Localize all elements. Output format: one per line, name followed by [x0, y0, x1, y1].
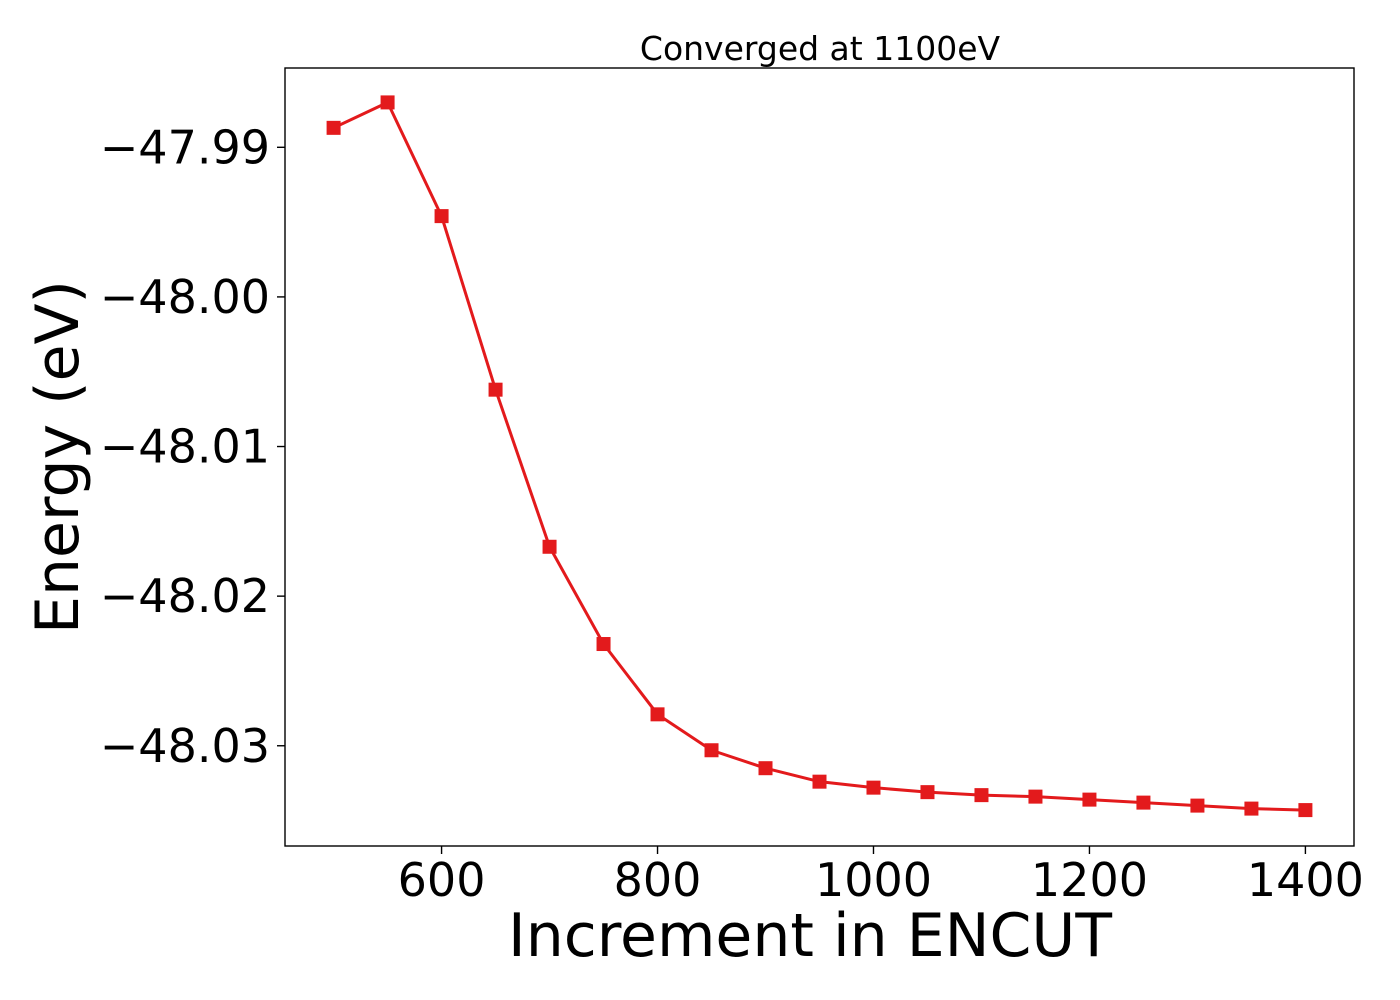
- y-tick-label: −48.01: [100, 420, 270, 474]
- data-point-marker: [650, 707, 665, 722]
- x-tick-label: 1400: [1247, 853, 1364, 907]
- data-point-marker: [758, 761, 773, 776]
- data-point-marker: [380, 95, 395, 110]
- y-tick-label: −48.00: [100, 270, 270, 324]
- y-tick-label: −47.99: [100, 120, 270, 174]
- x-tick-label: 1200: [1031, 853, 1148, 907]
- y-axis-ticks: −47.99 −48.00 −48.01 −48.02 −48.03: [100, 120, 285, 773]
- plot-series: [326, 95, 1313, 818]
- data-point-marker: [866, 780, 881, 795]
- data-point-marker: [434, 209, 449, 224]
- data-point-marker: [1298, 803, 1313, 818]
- y-tick-label: −48.03: [100, 719, 270, 773]
- data-point-marker: [596, 637, 611, 652]
- data-point-marker: [1136, 795, 1151, 810]
- plot-frame: [284, 67, 1355, 847]
- data-point-marker: [1082, 792, 1097, 807]
- x-axis-label: Increment in ENCUT: [508, 901, 1112, 971]
- data-point-marker: [326, 120, 341, 135]
- x-tick-label: 600: [398, 853, 486, 907]
- data-point-marker: [488, 382, 503, 397]
- data-point-marker: [812, 774, 827, 789]
- data-point-marker: [920, 785, 935, 800]
- x-tick-label: 1000: [815, 853, 932, 907]
- series-line: [332, 100, 1306, 812]
- data-point-marker: [1028, 789, 1043, 804]
- data-point-marker: [704, 743, 719, 758]
- data-point-marker: [1244, 801, 1259, 816]
- y-tick-label: −48.02: [100, 569, 270, 623]
- x-axis-ticks: 600 800 1000 1200 1400: [398, 846, 1364, 907]
- y-axis-label: Energy (eV): [23, 280, 93, 634]
- data-point-marker: [542, 539, 557, 554]
- data-point-marker: [1190, 798, 1205, 813]
- chart-title: Converged at 1100eV: [640, 29, 1001, 68]
- data-point-marker: [974, 788, 989, 803]
- x-tick-label: 800: [614, 853, 702, 907]
